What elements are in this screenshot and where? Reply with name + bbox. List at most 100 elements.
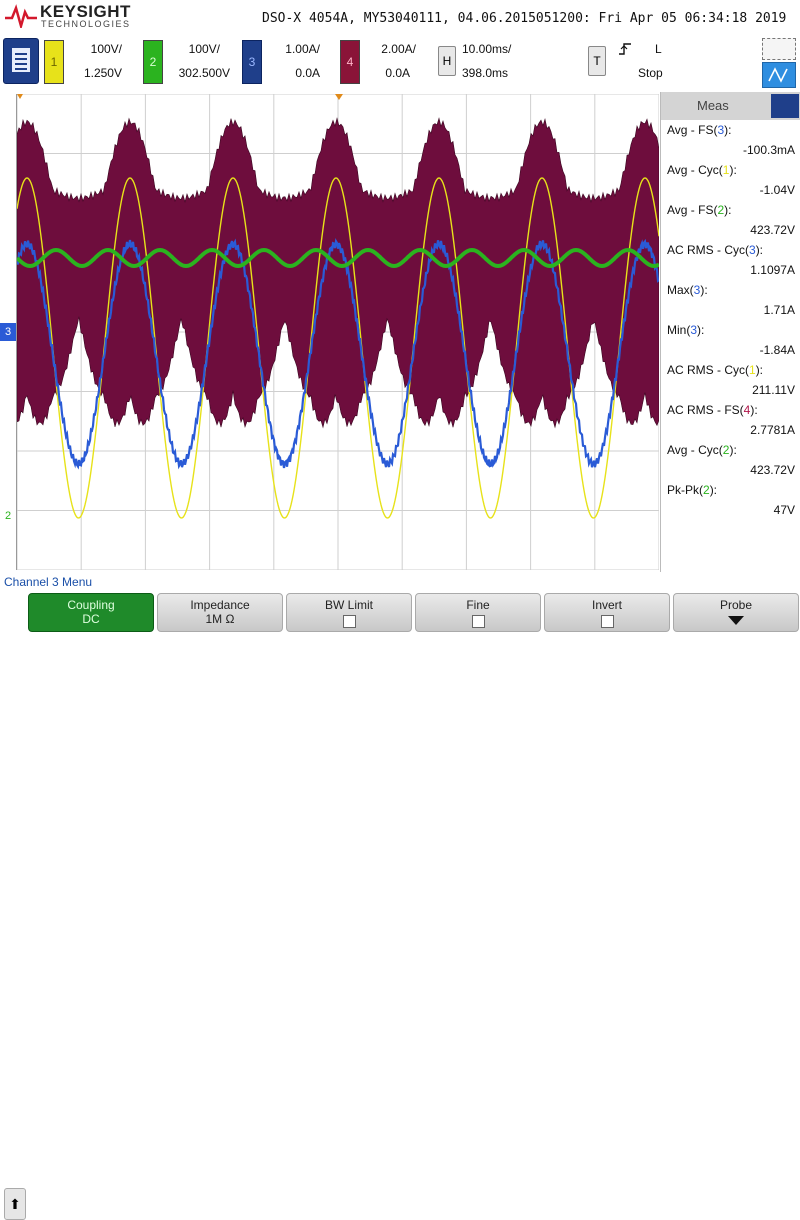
measurement-source: 3 [717, 123, 725, 137]
channel-2-button[interactable]: 2 [143, 40, 163, 84]
waveform-select-button[interactable] [762, 62, 796, 88]
measurement-label: Max(3): [667, 280, 795, 300]
impedance-label: Impedance [190, 598, 250, 612]
measurement-label-text: Avg - FS( [667, 123, 718, 137]
measurement-label-close: ): [709, 483, 718, 497]
softkey-menu-title: Channel 3 Menu [4, 575, 93, 589]
probe-label: Probe [719, 598, 753, 612]
measurement-source: 1 [722, 163, 730, 177]
measurement-list: Avg - FS(3): -100.3mA Avg - Cyc(1): -1.04V A… [661, 120, 800, 520]
measurement-label: Avg - FS(3): [667, 120, 795, 140]
channel-3-trace [16, 238, 660, 470]
softkey-bar: ⬆ Coupling DC Impedance 1M Ω BW Limit Fi… [0, 591, 800, 1220]
channel-1-scale: 100V/ [90, 42, 122, 56]
measurement-label-close: ): [729, 443, 737, 457]
measurement-item[interactable]: Max(3): 1.71A [661, 280, 800, 320]
channel-1-trace [16, 177, 660, 519]
measurement-panel-header: Meas [661, 92, 800, 120]
measurement-source: 2 [703, 483, 710, 497]
impedance-value: 1M Ω [205, 612, 235, 626]
measurement-menu-icon[interactable] [771, 94, 799, 118]
measurement-label-close: ): [724, 123, 732, 137]
measurement-item[interactable]: AC RMS - FS(4): 2.7781A [661, 400, 800, 440]
horizontal-button[interactable]: H [438, 46, 456, 76]
probe-softkey[interactable]: Probe [673, 593, 799, 632]
measurement-item[interactable]: AC RMS - Cyc(3): 1.1097A [661, 240, 800, 280]
measurement-label: AC RMS - Cyc(3): [667, 240, 795, 260]
measurement-source: 2 [722, 443, 730, 457]
coupling-label: Coupling [67, 598, 115, 612]
measurement-panel-title: Meas [697, 98, 729, 113]
main-menu-button[interactable] [3, 38, 39, 84]
measurement-source: 3 [690, 323, 698, 337]
bw-limit-softkey[interactable]: BW Limit [286, 593, 412, 632]
measurement-panel: Meas Avg - FS(3): -100.3mA Avg - Cyc(1): -1… [660, 92, 800, 572]
invert-softkey[interactable]: Invert [544, 593, 670, 632]
measurement-value: 423.72V [750, 463, 795, 477]
measurement-label: Avg - Cyc(1): [667, 160, 795, 180]
trigger-button[interactable]: T [588, 46, 606, 76]
measurement-source: 1 [749, 363, 756, 377]
impedance-softkey[interactable]: Impedance 1M Ω [157, 593, 283, 632]
measurement-value: -100.3mA [742, 143, 795, 157]
channel-bar: 1 100V/ 1.250V 2 100V/ 302.500V 3 1.00A/… [0, 34, 800, 90]
waveform-canvas [15, 93, 660, 571]
measurement-label-text: Pk-Pk( [667, 483, 703, 497]
title-bar: KEYSIGHT TECHNOLOGIES DSO-X 4054A, MY530… [0, 0, 800, 34]
measurement-item[interactable]: Avg - Cyc(2): 423.72V [661, 440, 800, 480]
channel-2-offset: 302.500V [178, 66, 230, 80]
menu-up-key[interactable]: ⬆ [4, 1188, 26, 1220]
measurement-label-close: ): [724, 203, 732, 217]
channel-4-scale: 2.00A/ [381, 42, 416, 56]
channel-3-scale: 1.00A/ [285, 42, 320, 56]
measurement-item[interactable]: AC RMS - Cyc(1): 211.11V [661, 360, 800, 400]
measurement-label: Min(3): [667, 320, 795, 340]
channel-1-offset: 1.250V [83, 66, 122, 80]
bw-limit-checkbox[interactable] [342, 615, 356, 628]
zoom-select-button[interactable] [762, 38, 796, 60]
fine-softkey[interactable]: Fine [415, 593, 541, 632]
coupling-value: DC [82, 612, 100, 626]
fine-checkbox[interactable] [471, 615, 485, 628]
channel-4-button[interactable]: 4 [340, 40, 360, 84]
timebase-scale: 10.00ms/ [462, 42, 512, 56]
measurement-item[interactable]: Min(3): -1.84A [661, 320, 800, 360]
measurement-value: -1.04V [759, 183, 795, 197]
channel-2-ground-marker[interactable]: 2 [4, 510, 12, 522]
channel-3-button[interactable]: 3 [242, 40, 262, 84]
measurement-label-close: ): [697, 323, 705, 337]
measurement-item[interactable]: Avg - Cyc(1): -1.04V [661, 160, 800, 200]
waveform-display[interactable] [15, 93, 660, 571]
measurement-label-close: ): [750, 403, 758, 417]
measurement-source: 3 [749, 243, 756, 257]
measurement-item[interactable]: Avg - FS(2): 423.72V [661, 200, 800, 240]
rising-edge-icon [619, 43, 631, 55]
measurement-item[interactable]: Pk-Pk(2): 47V [661, 480, 800, 520]
acquisition-state: Stop [638, 66, 663, 80]
measurement-label-text: Avg - Cyc( [667, 443, 723, 457]
measurement-label-close: ): [700, 283, 708, 297]
measurement-value: 1.71A [763, 303, 795, 317]
channel-3-ground-marker[interactable]: 3 [0, 323, 16, 341]
measurement-label-close: ): [755, 363, 764, 377]
time-reference-marker [335, 94, 343, 100]
measurement-label-close: ): [755, 243, 764, 257]
measurement-value: 47V [773, 503, 795, 517]
measurement-value: 211.11V [752, 383, 795, 397]
instrument-info: DSO-X 4054A, MY53040111, 04.06.201505120… [262, 11, 787, 26]
invert-checkbox[interactable] [600, 615, 614, 628]
trigger-position-marker [17, 94, 23, 99]
measurement-label: AC RMS - Cyc(1): [667, 360, 795, 380]
measurement-label-close: ): [729, 163, 737, 177]
measurement-label-text: AC RMS - FS( [667, 403, 744, 417]
channel-1-button[interactable]: 1 [44, 40, 64, 84]
channel-2-trace [15, 247, 660, 269]
add-measurement-button[interactable]: + [725, 534, 737, 554]
measurement-item[interactable]: Avg - FS(3): -100.3mA [661, 120, 800, 160]
measurement-value: -1.84A [759, 343, 795, 357]
measurement-label-text: Min( [667, 323, 691, 337]
measurement-value: 423.72V [750, 223, 795, 237]
measurement-label: AC RMS - FS(4): [667, 400, 795, 420]
coupling-softkey[interactable]: Coupling DC [28, 593, 154, 632]
measurement-label: Avg - FS(2): [667, 200, 795, 220]
